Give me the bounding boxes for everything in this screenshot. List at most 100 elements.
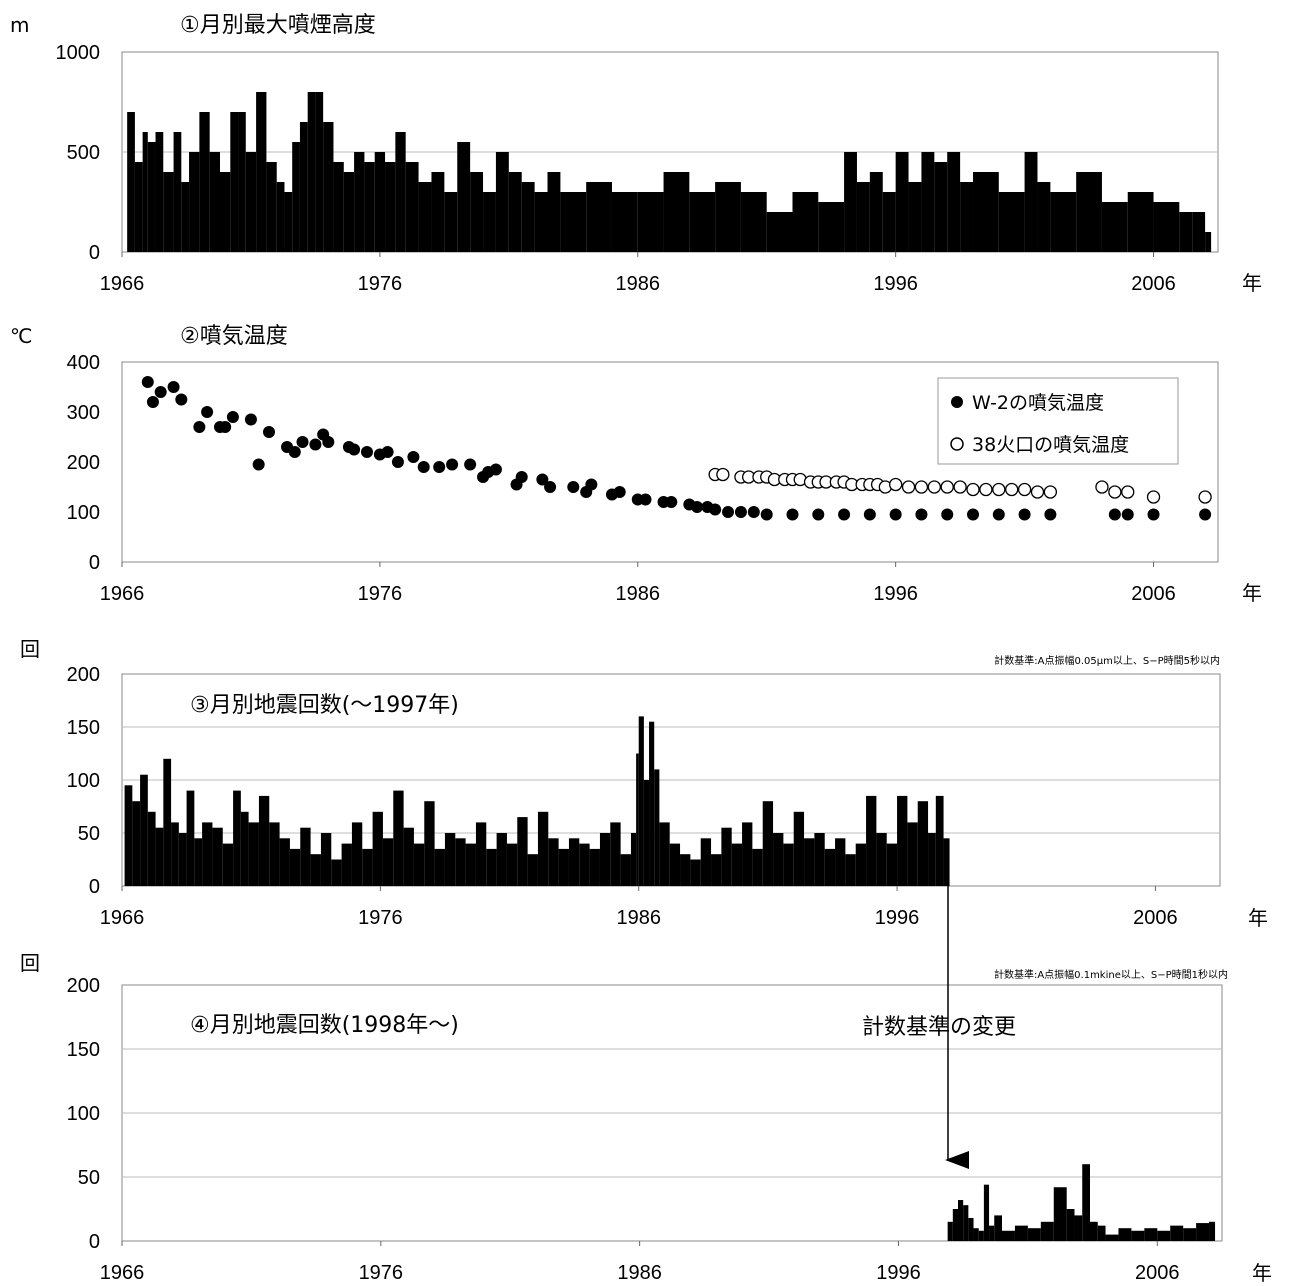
bar: [907, 822, 918, 886]
bar: [1053, 1187, 1067, 1241]
bar: [1105, 1234, 1119, 1241]
x-tick-label: 1966: [100, 907, 145, 929]
data-point-38: [888, 477, 903, 492]
bar: [385, 162, 396, 252]
bar: [638, 716, 644, 886]
data-point-w2: [262, 426, 275, 438]
bar: [1082, 1164, 1090, 1241]
y-tick-label: 50: [78, 1167, 100, 1189]
data-point-38: [1095, 480, 1109, 494]
count-criteria-note-4: 計数基準:A点振幅0.1mkine以上、S−P時間1秒以内: [994, 968, 1228, 981]
bar: [715, 182, 741, 252]
bar: [804, 838, 815, 886]
legend-label-38: 38火口の噴気温度: [972, 434, 1129, 456]
y-tick-label: 0: [89, 876, 100, 898]
chart-title-2: ②噴気温度: [180, 324, 288, 349]
x-tick-label: 1996: [876, 1262, 921, 1284]
x-unit-label-1: 年: [1242, 271, 1262, 295]
bar: [486, 848, 497, 886]
bar: [266, 162, 277, 252]
bar: [444, 192, 458, 252]
bar: [1050, 192, 1077, 252]
bar: [171, 822, 179, 886]
bar: [1024, 152, 1038, 252]
bar: [886, 843, 898, 886]
data-point-38: [901, 480, 916, 494]
bar: [147, 811, 156, 886]
bar: [457, 142, 471, 252]
bar: [659, 822, 670, 886]
bar: [508, 172, 522, 252]
data-point-w2: [201, 406, 214, 418]
data-point-w2: [691, 501, 704, 513]
y-tick-label: 50: [78, 823, 100, 845]
data-point-w2: [992, 508, 1005, 521]
bars-3: [124, 716, 950, 886]
bar: [127, 112, 135, 252]
data-point-w2: [734, 506, 747, 518]
bar: [495, 152, 509, 252]
bar: [1014, 1225, 1028, 1241]
bar: [434, 848, 445, 886]
data-point-w2: [967, 508, 980, 521]
bar: [1127, 192, 1154, 252]
bar: [483, 192, 496, 252]
bar: [589, 848, 600, 886]
bar: [663, 172, 690, 252]
bar: [558, 848, 569, 886]
chart-title-4: ④月別地震回数(1998年〜): [190, 1013, 459, 1038]
bar: [424, 801, 435, 886]
bar: [814, 833, 825, 886]
x-tick-label: 1976: [359, 1262, 404, 1284]
bar: [444, 833, 456, 886]
bar: [935, 795, 944, 886]
bar: [548, 838, 559, 886]
data-point-w2: [360, 446, 373, 458]
annotation-criteria-change: 計数基準の変更: [862, 1015, 1016, 1040]
bar: [783, 843, 794, 886]
y-tick-label: 0: [89, 242, 100, 264]
bar: [496, 833, 507, 886]
x-tick-label: 2006: [1133, 907, 1178, 929]
data-point-w2: [1018, 508, 1031, 521]
data-point-38: [1005, 482, 1019, 497]
bar: [320, 833, 332, 886]
y-tick-label: 0: [89, 1231, 100, 1253]
bar: [1170, 1225, 1184, 1241]
bar: [219, 172, 231, 252]
bar: [181, 182, 190, 252]
bar: [690, 859, 701, 886]
bar: [1209, 1221, 1216, 1241]
data-point-w2: [252, 458, 265, 471]
y-tick-label: 100: [67, 1103, 100, 1125]
data-point-w2: [296, 436, 309, 448]
bar: [364, 162, 375, 252]
y-tick-label: 300: [67, 402, 100, 424]
bar: [248, 822, 259, 886]
data-point-w2: [585, 478, 598, 491]
unit-label-3: 回: [20, 637, 40, 661]
data-point-w2: [391, 456, 404, 468]
bar: [1076, 172, 1102, 252]
data-point-w2: [146, 396, 159, 408]
data-point-38: [953, 480, 967, 494]
data-point-38: [1198, 490, 1212, 504]
x-ticks-1: 1966 1976 1986 1996 2006: [100, 252, 1176, 295]
bar: [307, 92, 316, 252]
x-tick-label: 2006: [1131, 583, 1176, 605]
bar: [186, 790, 195, 886]
x-tick-label: 1976: [358, 907, 403, 929]
bar: [740, 192, 767, 252]
bar: [1090, 1221, 1098, 1241]
bar: [845, 854, 856, 886]
bar: [680, 854, 691, 886]
panel-2: ℃ ②噴気温度 0 100 200 300 400 1966 1976 1986 1996 20…: [10, 324, 1262, 605]
x-tick-label: 1966: [100, 273, 145, 295]
legend-box: [937, 377, 1179, 465]
bars-4: [947, 1164, 1216, 1241]
bar: [560, 192, 587, 252]
bar: [315, 92, 324, 252]
unit-label-4: 回: [20, 951, 40, 975]
data-point-w2: [309, 438, 322, 451]
data-point-w2: [889, 508, 902, 521]
